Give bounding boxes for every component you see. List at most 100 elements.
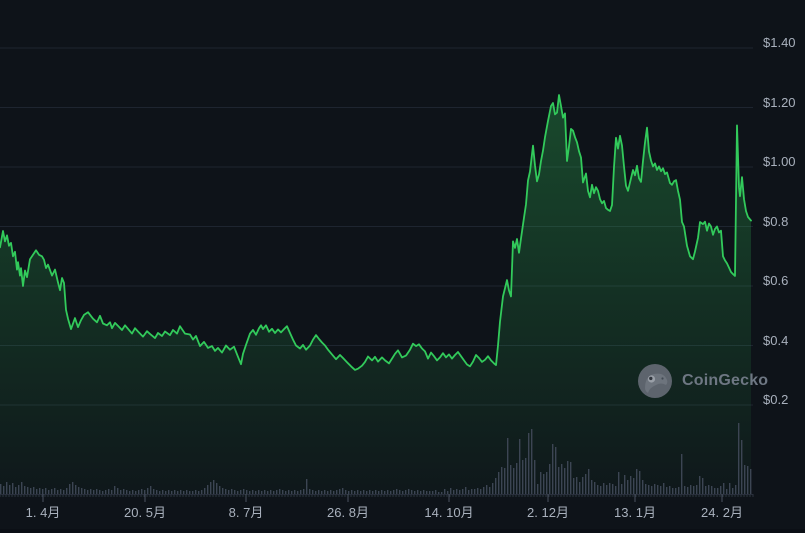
volume-bar <box>48 490 50 494</box>
volume-bar <box>372 491 374 494</box>
volume-bar <box>66 488 68 494</box>
volume-bar <box>384 491 386 494</box>
volume-bar <box>87 490 89 494</box>
volume-bar <box>129 491 131 494</box>
volume-bar <box>180 490 182 494</box>
volume-bar <box>225 489 227 494</box>
volume-bar <box>276 490 278 494</box>
volume-bar <box>363 490 365 494</box>
volume-bar <box>552 444 554 494</box>
volume-bar <box>318 490 320 494</box>
volume-bar <box>594 482 596 494</box>
volume-bar <box>666 487 668 494</box>
panel-bottom-edge <box>0 529 805 533</box>
volume-bar <box>147 488 149 494</box>
volume-bar <box>471 489 473 494</box>
volume-bar <box>123 489 125 494</box>
volume-bar <box>282 490 284 494</box>
volume-bar <box>327 491 329 494</box>
volume-bar <box>726 489 728 494</box>
watermark-label: CoinGecko <box>682 372 769 389</box>
volume-bar <box>402 491 404 494</box>
volume-bar <box>393 490 395 494</box>
volume-bar <box>159 491 161 494</box>
volume-bar <box>651 486 653 494</box>
volume-bar <box>234 490 236 494</box>
volume-bar <box>354 491 356 494</box>
x-axis-label: 8. 7月 <box>228 505 264 520</box>
volume-bar <box>582 477 584 494</box>
volume-bar <box>606 485 608 494</box>
volume-bar <box>681 454 683 494</box>
volume-bar <box>93 490 95 494</box>
volume-bar <box>387 490 389 494</box>
volume-bar <box>456 489 458 494</box>
volume-bar <box>639 471 641 494</box>
y-axis-label: $0.6 <box>763 273 789 288</box>
volume-bar <box>222 488 224 494</box>
volume-bar <box>579 482 581 494</box>
volume-bar <box>573 478 575 494</box>
volume-bar <box>258 490 260 494</box>
volume-bar <box>492 483 494 494</box>
volume-bar <box>378 491 380 494</box>
volume-bar <box>576 477 578 494</box>
volume-bar <box>390 491 392 494</box>
volume-bar <box>339 489 341 494</box>
volume-bar <box>417 490 419 494</box>
volume-bar <box>648 485 650 494</box>
volume-bar <box>195 490 197 494</box>
volume-bar <box>291 491 293 494</box>
volume-bar <box>273 491 275 494</box>
y-axis-label: $0.8 <box>763 213 789 229</box>
volume-bar <box>297 491 299 494</box>
volume-bar <box>396 489 398 494</box>
volume-bar <box>525 458 527 494</box>
volume-bar <box>597 485 599 494</box>
volume-bar <box>312 490 314 494</box>
volume-bar <box>654 484 656 494</box>
volume-bar <box>747 466 749 494</box>
volume-bar <box>744 465 746 494</box>
volume-bar <box>252 490 254 494</box>
y-axis-label: $1.40 <box>763 35 796 50</box>
volume-bar <box>375 490 377 494</box>
x-axis-label: 24. 2月 <box>701 505 743 520</box>
volume-bar <box>732 488 734 494</box>
volume-bar <box>153 489 155 494</box>
volume-bar <box>522 460 524 494</box>
volume-bar <box>165 491 167 494</box>
volume-bar <box>447 491 449 494</box>
volume-bar <box>27 487 29 494</box>
volume-bar <box>360 491 362 494</box>
volume-bar <box>615 486 617 494</box>
coingecko-watermark: CoinGecko <box>637 363 768 399</box>
volume-bar <box>627 480 629 494</box>
volume-bar <box>75 485 77 494</box>
volume-bar <box>117 488 119 494</box>
volume-bar <box>102 491 104 494</box>
volume-bar <box>45 488 47 494</box>
volume-bar <box>495 478 497 494</box>
volume-bar <box>603 483 605 494</box>
volume-bar <box>405 490 407 494</box>
volume-bar <box>6 482 8 494</box>
volume-bar <box>684 486 686 494</box>
volume-bar <box>570 462 572 494</box>
volume-bar <box>192 491 194 494</box>
volume-bar <box>444 489 446 494</box>
volume-bar <box>219 486 221 494</box>
volume-bar <box>126 490 128 494</box>
volume-bar <box>78 487 80 494</box>
volume-bar <box>459 490 461 494</box>
volume-bar <box>279 489 281 494</box>
volume-bar <box>306 479 308 494</box>
volume-bar <box>255 491 257 494</box>
volume-bar <box>657 485 659 494</box>
volume-bar <box>711 486 713 494</box>
x-axis-label: 14. 10月 <box>424 505 474 520</box>
volume-bar <box>669 486 671 494</box>
volume-bar <box>171 491 173 494</box>
y-axis-label: $0.2 <box>763 392 789 407</box>
